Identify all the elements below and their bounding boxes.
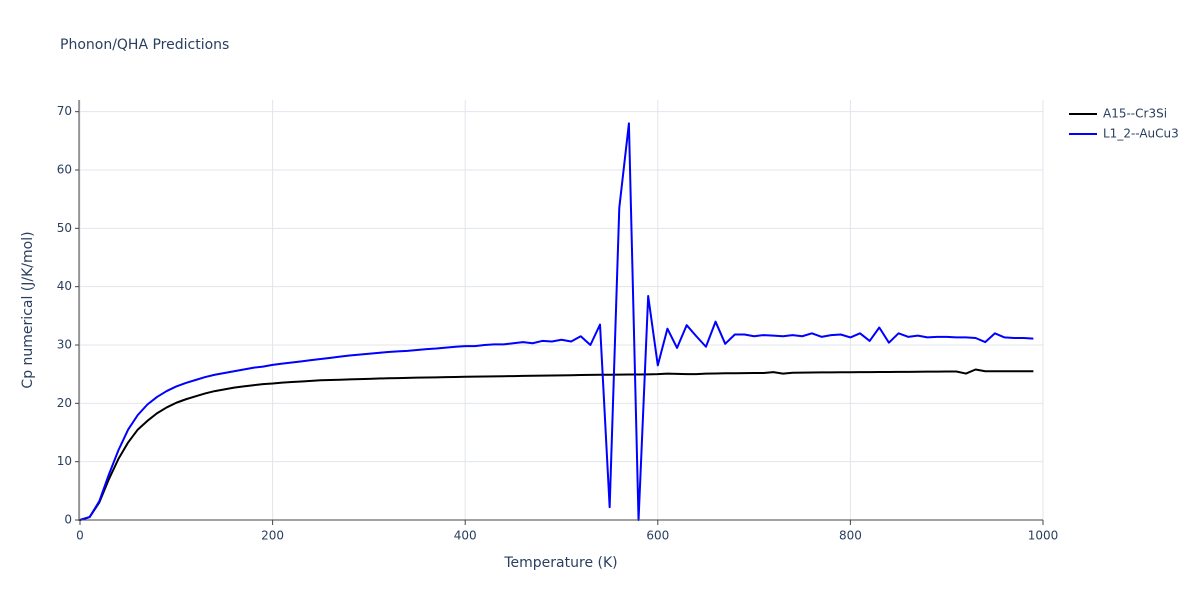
y-tick-label: 10 xyxy=(57,454,72,468)
x-tick-label: 0 xyxy=(76,529,84,543)
y-tick-label: 70 xyxy=(57,104,72,118)
y-tick-label: 20 xyxy=(57,396,72,410)
legend: A15--Cr3Si L1_2--AuCu3 xyxy=(1069,107,1179,141)
x-tick-label: 1000 xyxy=(1028,529,1059,543)
y-tick-label: 60 xyxy=(57,163,72,177)
x-tick-label: 400 xyxy=(454,529,477,543)
series-line xyxy=(79,122,1034,521)
x-tick-label: 600 xyxy=(646,529,669,543)
plot-area xyxy=(79,122,1034,521)
y-axis-label: Cp numerical (J/K/mol) xyxy=(20,231,36,388)
legend-label: L1_2--AuCu3 xyxy=(1103,127,1179,141)
y-tick-label: 30 xyxy=(57,338,72,352)
x-tick-label: 800 xyxy=(839,529,862,543)
x-axis-label: Temperature (K) xyxy=(503,555,617,571)
x-tick-label: 200 xyxy=(261,529,284,543)
y-tick-label: 0 xyxy=(64,513,72,527)
chart-title: Phonon/QHA Predictions xyxy=(60,37,229,53)
series-line xyxy=(79,368,1034,521)
y-tick-label: 50 xyxy=(57,221,72,235)
legend-label: A15--Cr3Si xyxy=(1103,107,1167,121)
grid xyxy=(75,100,1044,525)
y-tick-label: 40 xyxy=(57,279,72,293)
